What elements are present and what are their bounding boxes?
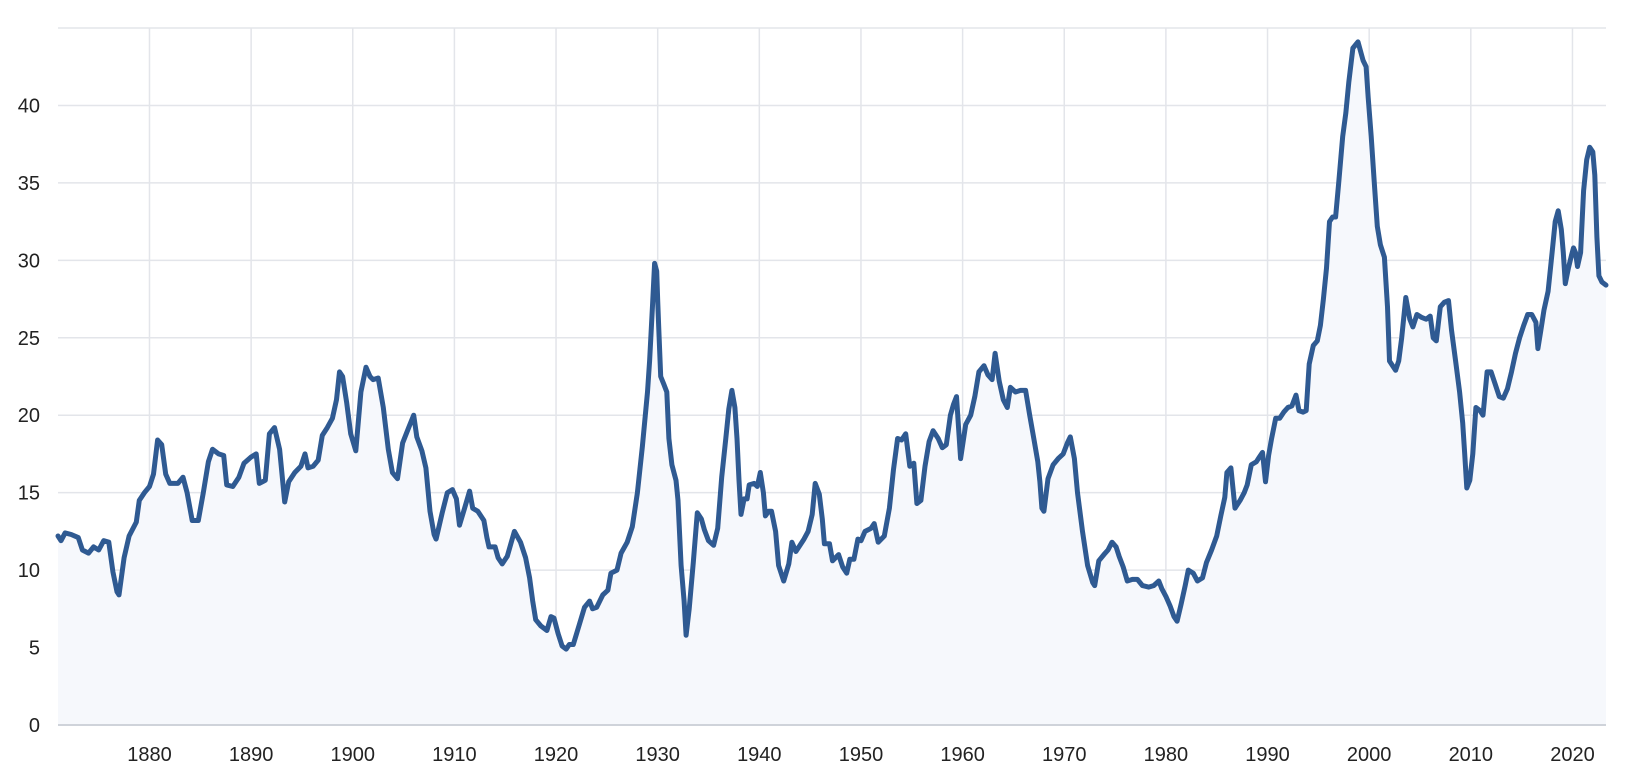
y-tick-label: 10	[18, 560, 40, 582]
x-tick-label: 2010	[1449, 744, 1494, 766]
y-tick-label: 35	[18, 173, 40, 195]
x-tick-label: 1900	[331, 744, 376, 766]
y-tick-label: 5	[29, 638, 40, 660]
x-tick-label: 1890	[229, 744, 274, 766]
x-tick-label: 1970	[1042, 744, 1087, 766]
x-tick-label: 1880	[127, 744, 172, 766]
y-tick-label: 20	[18, 405, 40, 427]
series-area	[58, 41, 1606, 725]
y-tick-label: 40	[18, 95, 40, 117]
area-fill-layer	[58, 41, 1606, 725]
y-tick-label: 25	[18, 328, 40, 350]
x-tick-label: 2000	[1347, 744, 1392, 766]
x-tick-labels: 1880 1890 1900 1910 1920 1930 1940 1950 1960 1970…	[127, 744, 1594, 766]
y-tick-label: 15	[18, 483, 40, 505]
y-tick-labels: 0 5 10 15 20 25 30 35 40	[18, 95, 40, 737]
x-tick-label: 1950	[839, 744, 884, 766]
x-tick-label: 1960	[940, 744, 985, 766]
x-tick-label: 1920	[534, 744, 579, 766]
series-layer	[55, 39, 1609, 652]
y-tick-label: 30	[18, 250, 40, 272]
x-tick-label: 1930	[635, 744, 680, 766]
x-tick-label: 2020	[1550, 744, 1595, 766]
x-tick-label: 1980	[1144, 744, 1189, 766]
y-tick-label: 0	[29, 715, 40, 737]
series-line	[55, 39, 1609, 652]
x-tick-label: 1910	[432, 744, 477, 766]
x-tick-label: 1940	[737, 744, 782, 766]
x-tick-label: 1990	[1245, 744, 1290, 766]
